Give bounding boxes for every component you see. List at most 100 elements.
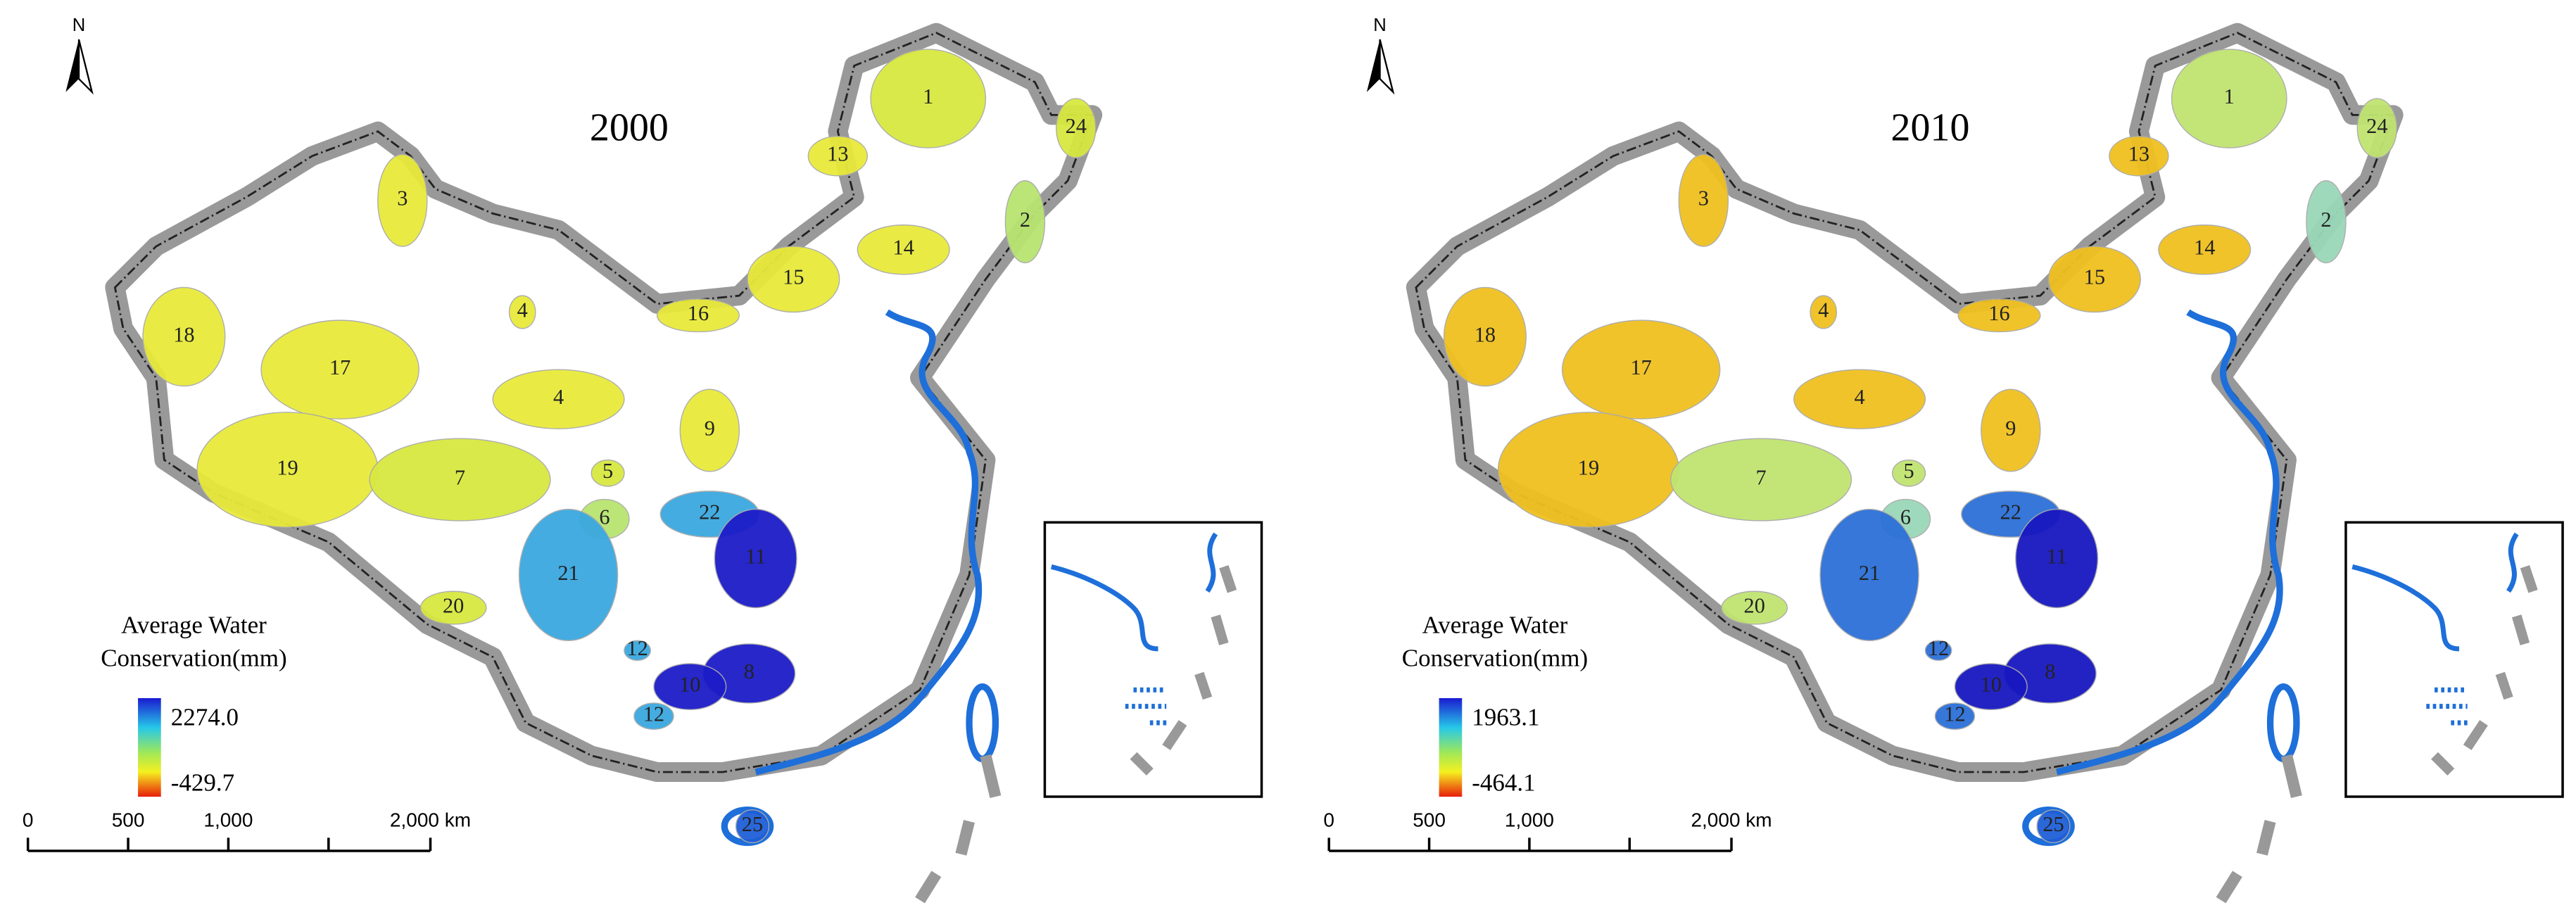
region-label: 6 bbox=[599, 505, 610, 529]
scale-label: 500 bbox=[1413, 809, 1446, 830]
region-label: 11 bbox=[745, 545, 766, 569]
region-label: 2 bbox=[2321, 208, 2331, 232]
region-area bbox=[518, 508, 619, 641]
region-label: 7 bbox=[455, 465, 465, 489]
region-area bbox=[624, 640, 651, 661]
region-area bbox=[633, 702, 674, 730]
region-label: 21 bbox=[557, 561, 579, 585]
region-area bbox=[508, 295, 536, 329]
region-label: 19 bbox=[1578, 455, 1599, 479]
region-label: 12 bbox=[643, 702, 664, 726]
year-title: 2010 bbox=[1890, 106, 1969, 150]
region-label: 3 bbox=[397, 187, 408, 210]
inset-coast bbox=[1050, 532, 1218, 652]
region-area bbox=[1443, 286, 1527, 387]
region-area bbox=[1004, 180, 1046, 264]
region-area bbox=[1561, 320, 1721, 419]
region-area bbox=[377, 153, 428, 247]
inset-frame bbox=[2344, 521, 2564, 798]
region-area bbox=[1981, 388, 2041, 472]
region-area bbox=[419, 590, 487, 625]
legend-title: Average Water bbox=[121, 612, 267, 639]
region-label: 6 bbox=[1900, 505, 1911, 529]
region-label: 15 bbox=[2084, 265, 2105, 289]
region-area bbox=[1721, 590, 1788, 625]
scale-label: 0 bbox=[1323, 809, 1334, 830]
region-label: 4 bbox=[553, 385, 564, 409]
region-label: 11 bbox=[2047, 545, 2067, 569]
country-boundary bbox=[1415, 32, 2395, 773]
region-area bbox=[1056, 98, 1097, 158]
region-label: 3 bbox=[1698, 187, 1709, 210]
region-area bbox=[2158, 225, 2252, 275]
region-label: 9 bbox=[705, 416, 715, 440]
region-label: 25 bbox=[742, 812, 763, 836]
region-label: 9 bbox=[2005, 416, 2016, 440]
scale-label: 1,000 bbox=[203, 809, 253, 830]
region-area bbox=[1957, 298, 2041, 333]
scale-label: 2,000 km bbox=[1691, 809, 1772, 830]
island bbox=[966, 683, 999, 762]
region-area bbox=[2356, 98, 2398, 158]
inset-dashes bbox=[1130, 565, 1237, 776]
map-panel: N 1 24 13 3 2 14 15 16 4 18 17 4 9 5 19 7 22 6 11 21 20 12 8 10 1… bbox=[1323, 15, 2564, 904]
legend-title: Conservation(mm) bbox=[101, 644, 286, 671]
region-label: 18 bbox=[173, 322, 194, 346]
region-area bbox=[656, 298, 740, 333]
inset-islands bbox=[2426, 687, 2468, 726]
island bbox=[2022, 806, 2075, 847]
island bbox=[2266, 683, 2300, 762]
legend-title: Conservation(mm) bbox=[1402, 644, 1588, 671]
region-area bbox=[2109, 136, 2169, 177]
region-label: 8 bbox=[2045, 659, 2055, 683]
north-arrow bbox=[65, 39, 80, 92]
country-boundary bbox=[113, 32, 1094, 773]
region-label: 2 bbox=[1020, 208, 1030, 232]
region-label: 5 bbox=[602, 459, 613, 483]
island bbox=[721, 806, 774, 847]
region-area bbox=[369, 438, 551, 522]
region-label: 18 bbox=[1475, 322, 1496, 346]
legend-max: 1963.1 bbox=[1472, 703, 1539, 731]
color-bar bbox=[138, 697, 161, 797]
region-label: 10 bbox=[1981, 673, 2002, 697]
region-area bbox=[1892, 459, 1926, 487]
region-label: 1 bbox=[2224, 84, 2235, 108]
region-area bbox=[1924, 640, 1952, 661]
region-area bbox=[1669, 438, 1852, 522]
north-label: N bbox=[1373, 15, 1387, 35]
map-panel: N 1 24 13 3 2 14 15 16 4 18 17 4 9 5 19 7 22 6 11 21 20 12 8 10 1… bbox=[23, 15, 1263, 904]
region-area bbox=[714, 508, 797, 609]
region-label: 14 bbox=[893, 236, 914, 260]
region-label: 16 bbox=[688, 301, 709, 325]
region-area bbox=[2015, 508, 2099, 609]
region-label: 22 bbox=[2000, 500, 2021, 524]
region-area bbox=[679, 388, 740, 472]
region-label: 13 bbox=[2128, 142, 2149, 166]
region-area bbox=[2171, 49, 2287, 148]
region-area bbox=[1678, 153, 1729, 247]
sea-boundary bbox=[915, 754, 1002, 904]
scale-label: 1,000 bbox=[1505, 809, 1554, 830]
region-area bbox=[747, 246, 840, 313]
region-label: 12 bbox=[1944, 702, 1965, 726]
region-area bbox=[2047, 246, 2141, 313]
region-label: 17 bbox=[1631, 355, 1652, 379]
color-bar bbox=[1439, 697, 1463, 797]
legend-title: Average Water bbox=[1422, 612, 1568, 639]
north-arrow bbox=[1366, 39, 1380, 92]
region-label: 24 bbox=[1066, 114, 1087, 138]
scale-label: 0 bbox=[23, 809, 34, 830]
coastline bbox=[755, 309, 983, 776]
region-label: 4 bbox=[1818, 298, 1829, 322]
region-label: 25 bbox=[2043, 812, 2064, 836]
region-label: 4 bbox=[1855, 385, 1865, 409]
inset-dashes bbox=[2431, 565, 2538, 776]
region-area bbox=[1954, 663, 2028, 710]
region-label: 12 bbox=[1928, 636, 1949, 660]
region-label: 19 bbox=[277, 455, 298, 479]
region-label: 17 bbox=[329, 355, 351, 379]
